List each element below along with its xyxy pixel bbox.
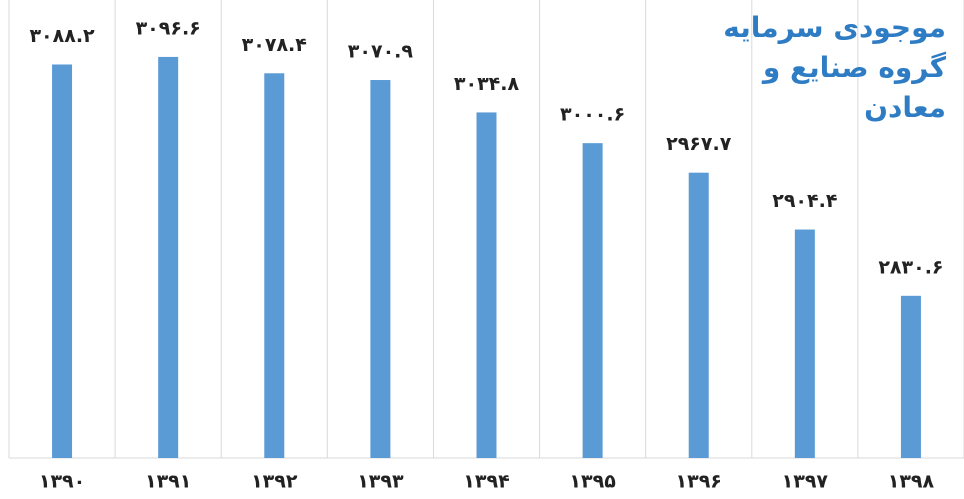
- bar: [688, 172, 709, 459]
- chart-title: موجودی سرمایه گروه صنایع و معادن: [723, 11, 946, 124]
- bar: [370, 80, 391, 459]
- x-tick-label: ۱۳۹۸: [888, 471, 935, 493]
- x-tick-label: ۱۳۹۶: [676, 471, 722, 493]
- value-label: ۲۸۳۰.۶: [878, 256, 943, 278]
- bar: [158, 56, 179, 458]
- x-tick-label: ۱۳۹۳: [357, 471, 404, 493]
- x-tick-label: ۱۳۹۰: [39, 471, 85, 493]
- x-tick-label: ۱۳۹۵: [569, 471, 616, 493]
- bar: [794, 229, 815, 458]
- bar: [900, 295, 921, 458]
- value-label: ۳۰۳۴.۸: [454, 73, 520, 95]
- value-label: ۳۰۷۸.۴: [242, 34, 307, 56]
- value-label: ۲۹۰۴.۴: [772, 190, 837, 212]
- bar: [264, 73, 285, 458]
- value-label: ۳۰۸۸.۲: [29, 25, 95, 47]
- x-tick-label: ۱۳۹۷: [782, 471, 829, 493]
- value-label: ۲۹۶۷.۷: [666, 133, 732, 155]
- value-label: ۳۰۷۰.۹: [348, 41, 414, 63]
- bar: [582, 143, 603, 458]
- value-label: ۳۰۹۶.۶: [136, 17, 201, 39]
- x-tick-label: ۱۳۹۴: [463, 471, 509, 493]
- bar: [476, 112, 497, 458]
- x-tick-label: ۱۳۹۲: [251, 471, 298, 493]
- value-label: ۳۰۰۰.۶: [560, 104, 625, 126]
- x-tick-label: ۱۳۹۱: [145, 471, 191, 493]
- bar: [52, 64, 73, 458]
